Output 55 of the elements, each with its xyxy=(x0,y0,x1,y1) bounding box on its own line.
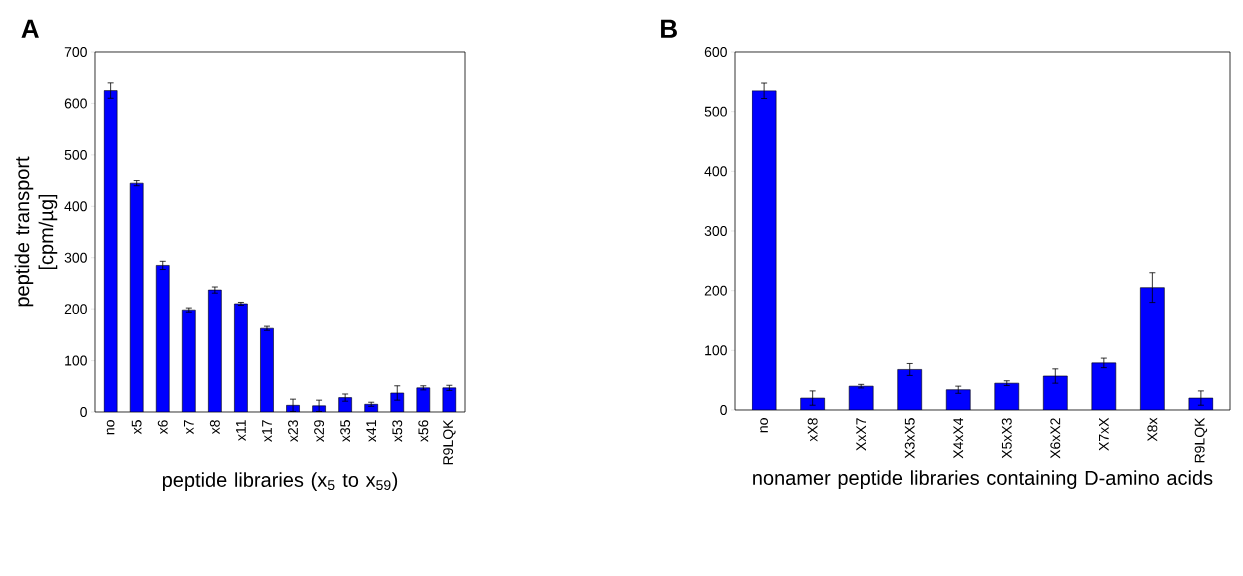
bar xyxy=(234,303,248,412)
x-tick-label: R9LQK xyxy=(1194,417,1208,463)
y-tick-label: 100 xyxy=(65,355,87,366)
bar xyxy=(208,289,222,412)
y-tick-label: 700 xyxy=(64,47,87,57)
x-tick-label: X6xX2 xyxy=(1050,418,1061,459)
x-tick-label: X5xX3 xyxy=(1001,418,1012,459)
y-tick-label: 600 xyxy=(64,98,87,109)
x-tick-label: x6 xyxy=(157,420,168,435)
bar xyxy=(442,387,457,412)
bar xyxy=(129,182,144,412)
y-tick-label: 200 xyxy=(704,285,727,296)
y-tick-label: 0 xyxy=(720,405,727,415)
x-axis-title: peptide libraries (x$_{5}$ to x$_{59}$) xyxy=(162,472,398,491)
x-axis-title: nonamer peptide libraries containing D-amino acids xyxy=(753,470,1213,489)
x-tick-label: x11 xyxy=(236,420,246,441)
bar xyxy=(390,392,405,412)
x-tick-label: XxX7 xyxy=(856,418,866,451)
y-tick-label: 500 xyxy=(64,149,87,160)
x-tick-label: x7 xyxy=(183,420,194,435)
y-tick-label: 600 xyxy=(704,47,727,57)
bar xyxy=(416,387,431,412)
x-tick-label: x29 xyxy=(314,420,325,442)
bar xyxy=(182,309,196,412)
bar xyxy=(155,265,170,412)
y-axis-title: peptide transport [cpm/µg] xyxy=(14,156,58,307)
x-tick-label: x17 xyxy=(262,420,272,442)
x-tick-label: x5 xyxy=(131,420,142,435)
x-tick-label: x8 xyxy=(209,420,220,435)
x-tick-label: X4xX4 xyxy=(953,417,964,459)
y-tick-label: 400 xyxy=(704,166,727,177)
x-tick-label: X3xX5 xyxy=(904,418,915,459)
bar xyxy=(260,327,274,412)
y-tick-label: 300 xyxy=(64,252,87,263)
y-tick-label: 500 xyxy=(704,106,727,117)
y-tick-label: 0 xyxy=(80,407,87,417)
y-tick-label: 100 xyxy=(705,345,727,356)
x-tick-label: xX8 xyxy=(807,418,818,442)
bar xyxy=(103,90,118,412)
x-tick-label: x23 xyxy=(288,420,298,442)
x-tick-label: x35 xyxy=(340,420,351,442)
x-tick-label: R9LQK xyxy=(443,419,456,465)
chart-title: B xyxy=(661,19,677,38)
x-tick-label: X7xX xyxy=(1099,417,1109,451)
x-tick-label: x53 xyxy=(392,420,403,442)
x-tick-label: no xyxy=(760,418,768,433)
x-tick-label: X8x xyxy=(1147,417,1158,442)
x-tick-label: x56 xyxy=(418,420,429,442)
chart-title: A xyxy=(21,19,39,38)
bar xyxy=(338,397,352,412)
y-tick-label: 300 xyxy=(704,226,727,236)
x-tick-label: x41 xyxy=(366,420,377,442)
y-tick-label: 200 xyxy=(64,304,87,315)
y-tick-label: 400 xyxy=(64,201,87,212)
x-tick-label: no xyxy=(106,420,115,435)
